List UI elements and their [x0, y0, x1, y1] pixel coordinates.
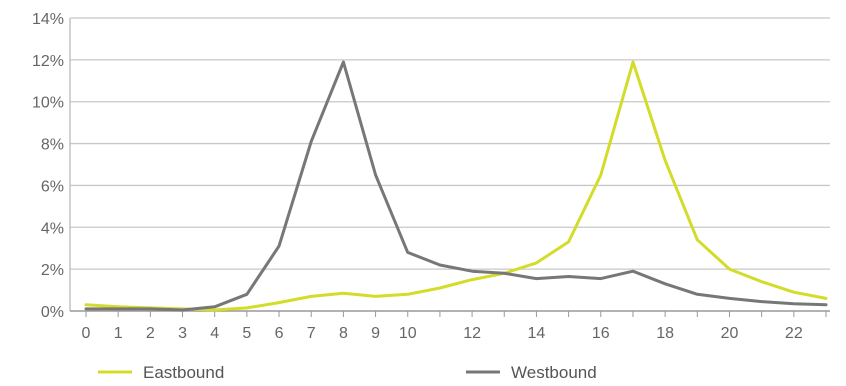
y-tick-label: 10% [32, 95, 64, 112]
y-tick-label: 12% [32, 53, 64, 70]
y-tick-label: 6% [41, 178, 64, 195]
y-axis-ticks: 0% 2% 4% 6% 8% 10% 12% 14% [32, 11, 64, 321]
gridlines [70, 17, 830, 270]
x-tick-label: 20 [721, 325, 739, 342]
y-tick-label: 2% [41, 262, 64, 279]
y-tick-label: 8% [41, 137, 64, 154]
x-tick-label: 10 [399, 325, 417, 342]
series-line-westbound [84, 60, 828, 312]
x-tick-label: 8 [339, 325, 348, 342]
series-line-eastbound [84, 60, 828, 312]
x-tick-label: 9 [371, 325, 380, 342]
x-tick-label: 14 [528, 325, 546, 342]
x-tick-label: 0 [82, 325, 91, 342]
x-tick-label: 7 [307, 325, 316, 342]
x-tick-label: 2 [146, 325, 155, 342]
legend-label-westbound: Westbound [511, 363, 597, 382]
x-tick-label: 6 [275, 325, 284, 342]
x-tick-label: 1 [114, 325, 123, 342]
x-axis-ticks: 0 1 2 3 4 5 6 7 8 9 10 12 14 16 18 20 22 [82, 325, 803, 342]
axes [69, 18, 830, 317]
x-tick-label: 18 [656, 325, 674, 342]
legend-label-eastbound: Eastbound [143, 363, 224, 382]
x-tick-label: 4 [210, 325, 219, 342]
x-tick-label: 3 [178, 325, 187, 342]
x-tick-label: 16 [592, 325, 610, 342]
legend: Eastbound Westbound [98, 363, 597, 382]
y-tick-label: 4% [41, 220, 64, 237]
y-tick-label: 14% [32, 11, 64, 28]
series-lines [84, 60, 828, 312]
y-tick-label: 0% [41, 304, 64, 321]
x-tick-label: 12 [463, 325, 481, 342]
x-tick-label: 22 [785, 325, 803, 342]
x-tick-label: 5 [242, 325, 251, 342]
